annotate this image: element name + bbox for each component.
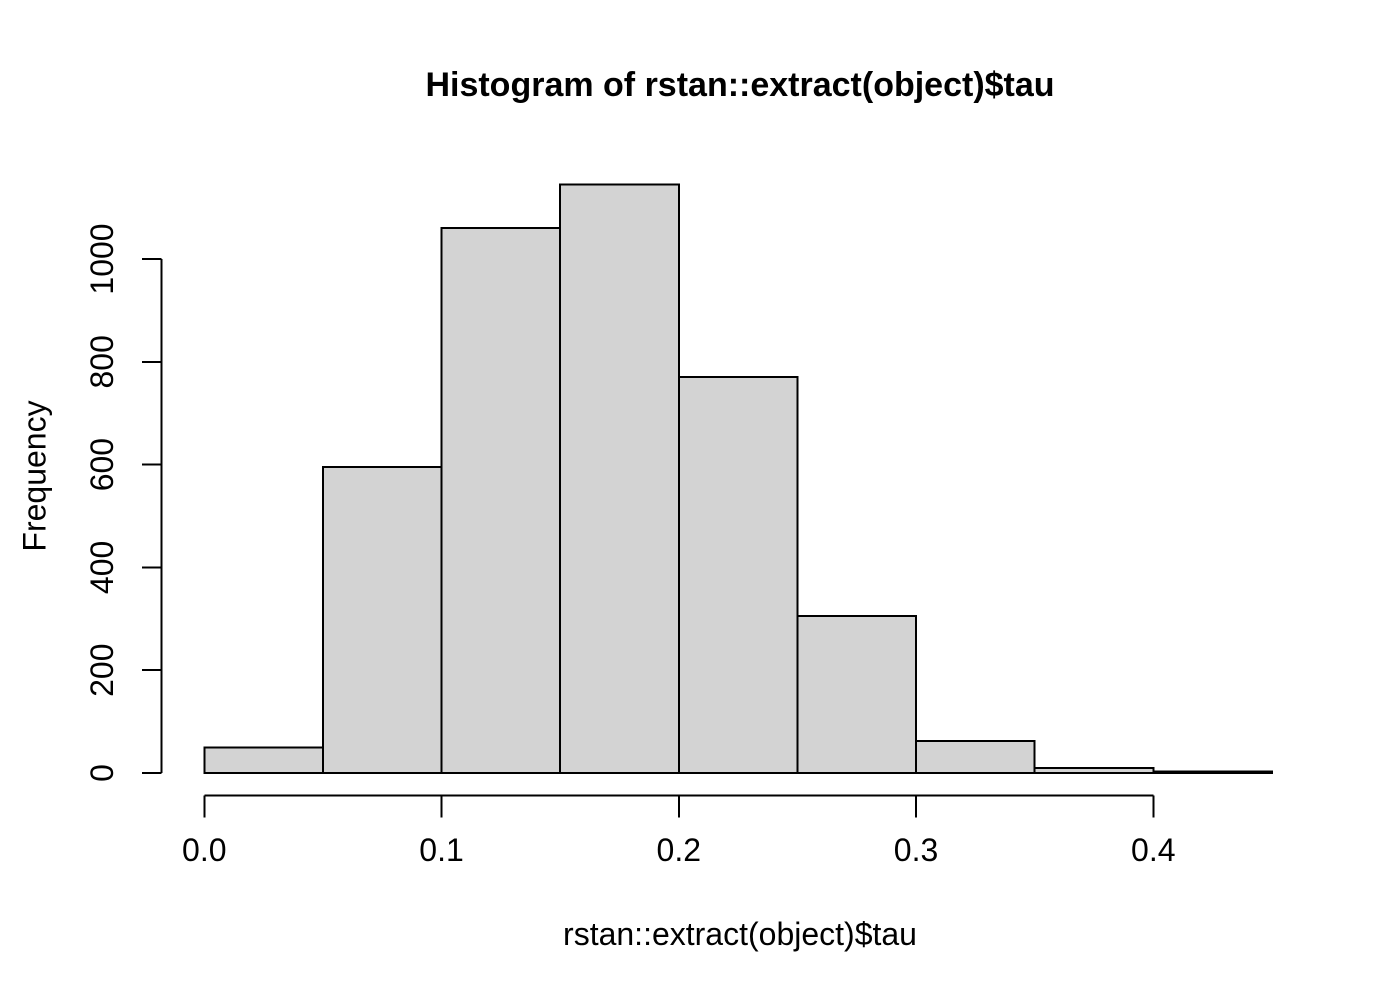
histogram-bar (796, 615, 918, 774)
y-tick-label: 600 (84, 438, 120, 491)
x-tick-label: 0.2 (657, 832, 701, 868)
y-tick-label: 1000 (84, 223, 120, 294)
x-tick-label: 0.1 (419, 832, 463, 868)
histogram-bar (1152, 770, 1273, 775)
histogram-bar (559, 183, 680, 775)
x-tick-label: 0.4 (1131, 832, 1175, 868)
y-tick-label: 800 (84, 335, 120, 388)
x-axis-label: rstan::extract(object)$tau (563, 916, 917, 952)
x-tick-label: 0.0 (182, 832, 226, 868)
histogram-bar (915, 740, 1036, 775)
y-axis-label: Frequency (16, 400, 53, 552)
x-tick-label: 0.3 (894, 832, 938, 868)
histogram-bar (440, 227, 562, 775)
y-tick-label: 400 (84, 541, 120, 594)
histogram-bar (321, 466, 443, 774)
histogram-bar (1033, 766, 1155, 774)
histogram-bar (203, 746, 324, 774)
chart-title: Histogram of rstan::extract(object)$tau (425, 66, 1055, 104)
y-tick-label: 200 (84, 644, 120, 697)
histogram-bar (677, 376, 799, 774)
y-tick-label: 0 (84, 764, 120, 782)
